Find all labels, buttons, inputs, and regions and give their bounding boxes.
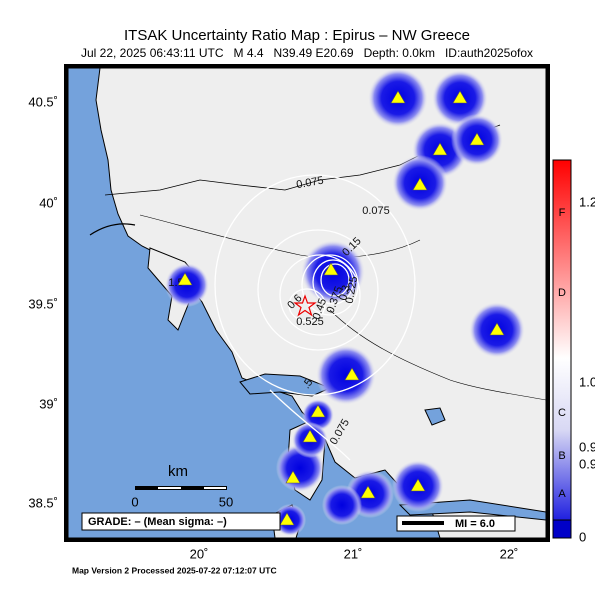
lon-label: 22˚ — [500, 546, 519, 561]
station — [285, 470, 301, 484]
grade-letter: A — [558, 488, 566, 500]
station — [432, 142, 448, 156]
colorbar-value: 0 — [579, 529, 586, 544]
contour-label: 1.5 — [168, 277, 183, 289]
lon-label: 21˚ — [344, 546, 363, 561]
colorbar-value: 0.9 — [579, 439, 595, 454]
mi-text: MI = 6.0 — [455, 518, 495, 530]
colorbar-value: 0.9 — [579, 456, 595, 471]
grade-letter: F — [559, 207, 566, 219]
gulf-south — [398, 499, 546, 521]
station — [302, 429, 318, 443]
station — [412, 177, 428, 191]
frame-ticks — [64, 64, 550, 542]
station — [279, 512, 295, 526]
contour-label: 0.225 — [344, 275, 361, 304]
shade — [316, 345, 376, 405]
station — [390, 90, 406, 104]
grade-text: GRADE: – (Mean sigma: –) — [88, 516, 227, 528]
colorbar-value: 1.2 — [579, 194, 595, 209]
contour-label: 0.3 — [337, 284, 353, 302]
lon-label: 20˚ — [190, 546, 209, 561]
scale-label: 0 — [131, 494, 138, 509]
mi-box — [396, 515, 516, 532]
scale-unit: km — [168, 463, 188, 480]
gulf — [239, 373, 332, 397]
lat-label: 39˚ — [39, 396, 58, 411]
axis-labels: 40.5˚ 40˚ 39.5˚ 39˚ 38.5˚ 20˚ 21˚ 22˚ — [28, 94, 518, 561]
lat-label: 38.5˚ — [28, 495, 58, 510]
station — [177, 272, 193, 286]
contour-label: 0.075 — [362, 205, 390, 217]
grade-box — [81, 512, 281, 531]
contours — [214, 174, 416, 461]
contour-label: 0.075 — [295, 175, 324, 192]
grade-letter: D — [558, 287, 566, 299]
colorbar-bottom — [552, 519, 572, 539]
station — [452, 90, 468, 104]
grade-letter: C — [558, 407, 566, 419]
map-area: 0.0750.0750.150.60.5250.450.3750.30.2251… — [68, 68, 546, 538]
colorbar-value: 1.0 — [579, 374, 595, 389]
scale-label: 50 — [219, 494, 233, 509]
lake — [424, 407, 446, 426]
stations — [177, 90, 505, 526]
lat-label: 39.5˚ — [28, 296, 58, 311]
epicenter — [293, 294, 317, 317]
lat-label: 40.5˚ — [28, 94, 58, 109]
station — [360, 485, 376, 499]
contour-label: 0.525 — [296, 316, 324, 328]
station — [469, 132, 485, 146]
grade-letter: B — [558, 450, 565, 462]
shade — [322, 485, 362, 525]
lat-label: 40˚ — [39, 195, 58, 210]
station — [344, 367, 360, 381]
footer: Map Version 2 Processed 2025-07-22 07:12… — [72, 565, 277, 575]
scale-bar-seg — [204, 487, 226, 489]
station — [489, 322, 505, 336]
subtitle: Jul 22, 2025 06:43:11 UTC M 4.4 N39.49 E… — [81, 46, 533, 60]
mi-swatch — [402, 521, 444, 525]
title: ITSAK Uncertainty Ratio Map : Epirus – N… — [124, 27, 470, 44]
scale-bar-seg — [158, 487, 181, 489]
station — [310, 404, 326, 418]
colorbar-labels: F D C B A 1.2 1.0 0.9 0.9 0 — [558, 194, 595, 544]
station — [410, 478, 426, 492]
station — [323, 262, 339, 276]
